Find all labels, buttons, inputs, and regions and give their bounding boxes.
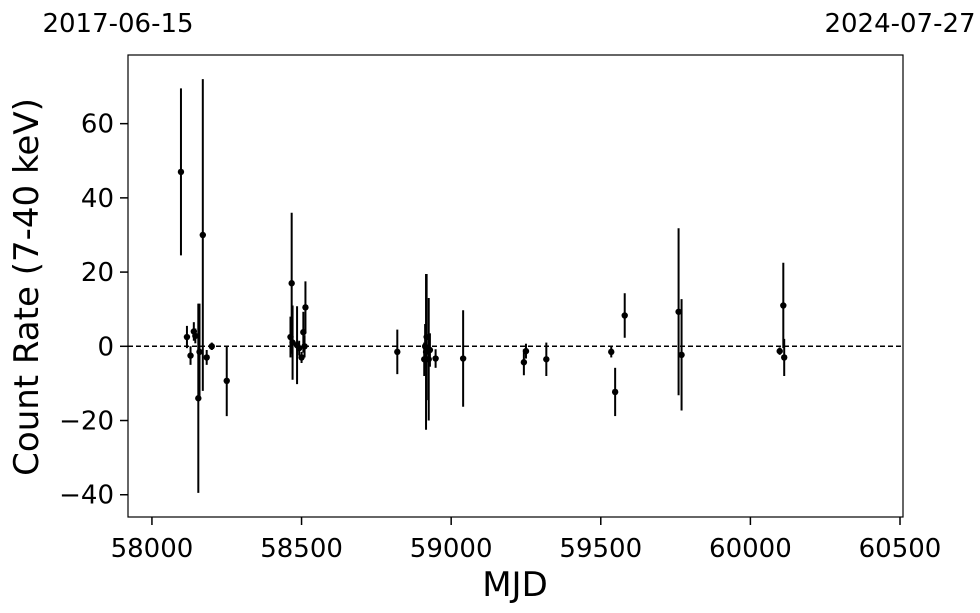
data-point-7: [199, 231, 207, 239]
data-point-37: [776, 347, 783, 355]
y-tick-label-4: 40: [81, 184, 114, 214]
y-tick-label-3: 20: [81, 258, 114, 288]
x-tick-label-2: 59000: [410, 534, 493, 564]
x-tick-label-3: 59500: [559, 534, 642, 564]
x-tick-label-4: 60000: [709, 534, 792, 564]
top-label-start: 2017-06-15: [42, 9, 193, 39]
y-axis-label: Count Rate (7-40 keV): [7, 98, 47, 476]
data-point-22: [421, 343, 429, 350]
data-point-29: [520, 359, 528, 366]
data-point-0: [177, 168, 185, 176]
data-point-25: [425, 356, 432, 363]
top-label-end: 2024-07-27: [824, 9, 975, 39]
data-point-34: [621, 312, 628, 319]
y-tick-layer: −40 −20 0 20 40 60: [59, 110, 128, 511]
point-layer: [177, 168, 788, 402]
x-tick-label-5: 60500: [859, 534, 942, 564]
x-tick-layer: 58000 58500 59000 59500 60000 60500: [111, 517, 942, 564]
data-point-2: [187, 352, 194, 359]
data-point-16: [298, 354, 305, 361]
data-point-15: [295, 344, 303, 352]
data-point-31: [543, 356, 550, 363]
x-axis-label: MJD: [482, 565, 548, 605]
y-tick-label-0: −40: [59, 481, 114, 511]
data-point-18: [301, 343, 308, 350]
data-point-21: [421, 356, 428, 363]
data-point-26: [426, 346, 434, 354]
data-point-35: [675, 308, 682, 315]
data-point-11: [287, 333, 294, 341]
data-point-20: [394, 348, 401, 356]
x-tick-label-0: 58000: [111, 534, 194, 564]
data-point-5: [195, 395, 202, 402]
errorbar-layer: [179, 79, 786, 493]
y-tick-label-2: 0: [97, 332, 114, 362]
data-point-9: [208, 343, 215, 350]
data-point-28: [459, 355, 467, 362]
top-date-labels: 2017-06-15 2024-07-27: [42, 9, 975, 39]
data-point-27: [432, 355, 439, 362]
data-point-19: [302, 304, 309, 311]
data-point-39: [781, 354, 788, 361]
data-point-38: [780, 302, 787, 309]
data-point-4: [192, 332, 199, 340]
axes-layer: [127, 54, 904, 518]
data-point-17: [300, 329, 307, 336]
plot-frame: [127, 54, 904, 518]
y-tick-label-5: 60: [81, 110, 114, 140]
data-point-12: [288, 280, 295, 287]
x-tick-label-1: 58500: [260, 534, 343, 564]
data-point-1: [183, 333, 191, 341]
data-point-24: [423, 333, 430, 341]
data-point-6: [196, 348, 203, 356]
data-point-8: [203, 354, 210, 361]
data-point-33: [611, 388, 619, 396]
data-point-36: [678, 351, 685, 359]
data-point-30: [522, 347, 530, 355]
y-tick-label-1: −20: [59, 407, 114, 437]
data-point-32: [608, 348, 615, 356]
data-point-10: [223, 377, 230, 385]
